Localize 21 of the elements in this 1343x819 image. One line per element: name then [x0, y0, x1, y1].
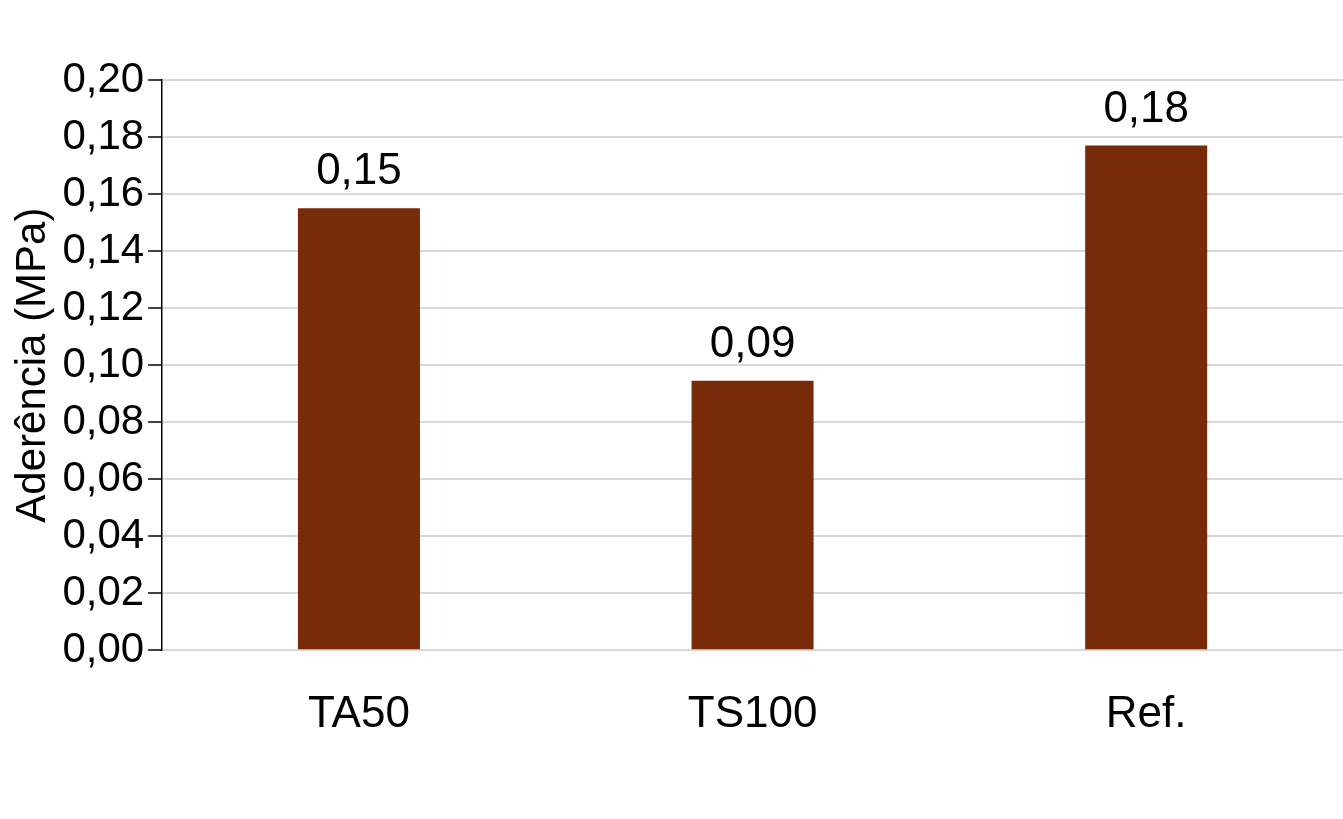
x-tick-label: Ref.	[1105, 686, 1187, 736]
bar	[1085, 145, 1208, 650]
y-tick-label: 0,12	[62, 281, 145, 329]
y-tick-label: 0,00	[62, 623, 145, 671]
y-tick-label: 0,14	[62, 224, 145, 272]
x-tick-label: TS100	[687, 686, 818, 736]
bar	[691, 380, 814, 650]
y-tick-label: 0,18	[62, 110, 145, 158]
data-label: 0,09	[709, 316, 796, 366]
bar	[297, 208, 420, 650]
y-tick-label: 0,06	[62, 452, 145, 500]
y-tick-label: 0,04	[62, 509, 145, 557]
y-tick-label: 0,10	[62, 338, 145, 386]
x-tick-label: TA50	[308, 686, 410, 736]
y-tick-label: 0,02	[62, 566, 145, 614]
y-tick-label: 0,08	[62, 395, 145, 443]
data-label: 0,15	[316, 144, 402, 194]
y-axis-title: Aderência (MPa)	[6, 207, 54, 523]
data-label: 0,18	[1103, 81, 1190, 131]
y-tick-label: 0,20	[62, 53, 145, 101]
y-tick-label: 0,16	[62, 167, 145, 215]
